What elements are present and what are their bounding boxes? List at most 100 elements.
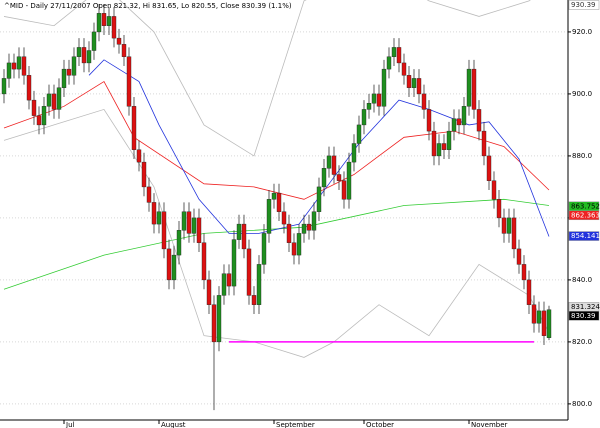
candle-body xyxy=(451,118,457,132)
candle-body xyxy=(181,211,187,231)
candle-body xyxy=(461,106,467,126)
candle-body xyxy=(436,143,442,157)
candle-body xyxy=(541,310,547,336)
candle-body xyxy=(131,106,137,150)
candle-body xyxy=(471,68,477,110)
candle-body xyxy=(546,309,552,338)
candle-body xyxy=(281,211,287,225)
y-tick-label: 820.0 xyxy=(572,338,592,346)
price-box xyxy=(568,0,600,10)
candle-body xyxy=(276,192,282,212)
candle-body xyxy=(21,56,27,76)
candle-body xyxy=(291,242,297,256)
candle-body xyxy=(211,304,217,343)
candle-body xyxy=(416,78,422,95)
candle-body xyxy=(56,87,62,110)
candle-body xyxy=(486,155,492,181)
candle-body xyxy=(156,211,162,225)
price-label: 854.141 xyxy=(571,232,600,240)
candle-body xyxy=(246,248,252,296)
candle-body xyxy=(101,13,107,26)
candle-body xyxy=(136,149,142,163)
candle-body xyxy=(301,223,307,234)
candle-body xyxy=(146,186,152,203)
candle-body xyxy=(41,106,47,126)
candle-body xyxy=(341,180,347,200)
price-label: 930.39 xyxy=(571,1,596,9)
candle-body xyxy=(521,264,527,281)
candle-body xyxy=(306,223,312,231)
plot-area xyxy=(1,0,552,411)
candle-body xyxy=(186,211,192,234)
candle-body xyxy=(261,233,267,265)
candle-body xyxy=(76,47,82,57)
price-box xyxy=(568,231,600,241)
candle-body xyxy=(161,211,167,250)
candle-body xyxy=(531,304,537,324)
candle-body xyxy=(496,199,502,219)
candle-body xyxy=(66,68,72,76)
candle-body xyxy=(6,62,12,79)
candle-body xyxy=(16,56,22,70)
candle-body xyxy=(336,174,342,181)
candle-body xyxy=(266,199,272,234)
x-tick-label: November xyxy=(471,421,508,428)
candle-body xyxy=(96,13,102,33)
candle-body xyxy=(196,217,202,243)
x-tick-label: Jul xyxy=(65,421,75,428)
candle-body xyxy=(91,31,97,51)
candle-body xyxy=(271,192,277,200)
candle-body xyxy=(331,155,337,175)
candle-body xyxy=(376,93,382,107)
candle-body xyxy=(191,217,197,234)
price-label: 830.39 xyxy=(571,312,596,320)
candle-body xyxy=(351,143,357,163)
price-label: 831.324 xyxy=(571,303,600,311)
candle-body xyxy=(86,50,92,64)
candle-body xyxy=(141,161,147,188)
candle-body xyxy=(241,223,247,250)
candle-body xyxy=(236,223,242,240)
candle-body xyxy=(386,56,392,70)
candle-body xyxy=(506,217,512,234)
candle-body xyxy=(106,16,112,26)
candle-body xyxy=(51,93,57,110)
candle-body xyxy=(411,78,417,88)
candle-body xyxy=(11,62,17,70)
candle-body xyxy=(31,99,37,116)
candle-body xyxy=(456,118,462,126)
candle-body xyxy=(441,143,447,150)
candle-body xyxy=(206,279,212,305)
candle-body xyxy=(36,115,42,126)
candle-body xyxy=(446,130,452,150)
candle-body xyxy=(151,202,157,225)
indicator-line xyxy=(3,108,550,358)
candle-body xyxy=(371,93,377,104)
candle-body xyxy=(1,78,7,95)
candle-body xyxy=(126,56,132,107)
candle-body xyxy=(46,93,52,107)
candle-body xyxy=(526,279,532,305)
candle-body xyxy=(431,130,437,157)
candle-body xyxy=(286,223,292,243)
candle-body xyxy=(516,248,522,265)
candle-body xyxy=(356,124,362,144)
candle-body xyxy=(166,248,172,281)
candle-body xyxy=(61,68,67,88)
price-box xyxy=(568,311,600,321)
candle-body xyxy=(311,211,317,231)
candle-body xyxy=(501,217,507,234)
y-tick-label: 880.0 xyxy=(572,152,592,160)
candle-body xyxy=(536,310,542,324)
candle-body xyxy=(321,168,327,188)
candle-body xyxy=(381,68,387,107)
candle-body xyxy=(421,93,427,110)
candle-body xyxy=(316,186,322,212)
x-tick-label: October xyxy=(366,421,394,428)
candle-body xyxy=(296,233,302,256)
candle-body xyxy=(511,217,517,250)
candle-body xyxy=(466,68,472,107)
candle-body xyxy=(326,155,332,169)
